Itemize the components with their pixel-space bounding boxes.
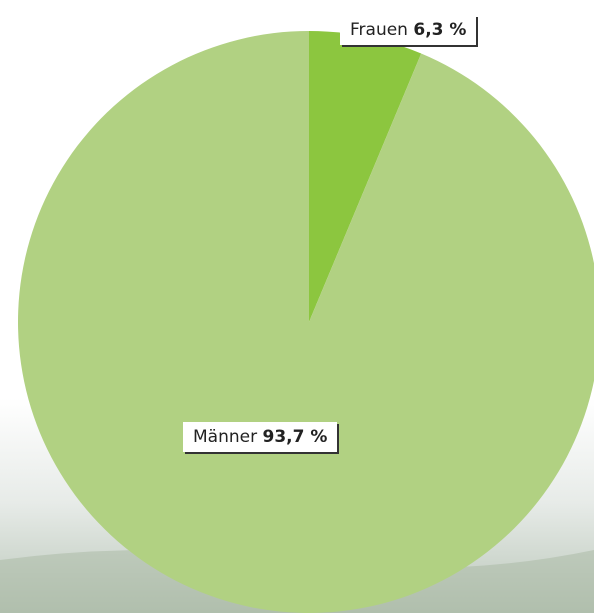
pie-slice: [18, 31, 594, 613]
pie-slice: [309, 31, 422, 322]
category-label: Frauen: [350, 20, 408, 40]
slice-label: Frauen 6,3 %: [340, 15, 477, 45]
value-label: 93,7 %: [262, 427, 328, 447]
value-label: 6,3 %: [413, 20, 467, 40]
slice-label: Männer 93,7 %: [183, 422, 338, 452]
category-label: Männer: [193, 427, 258, 447]
